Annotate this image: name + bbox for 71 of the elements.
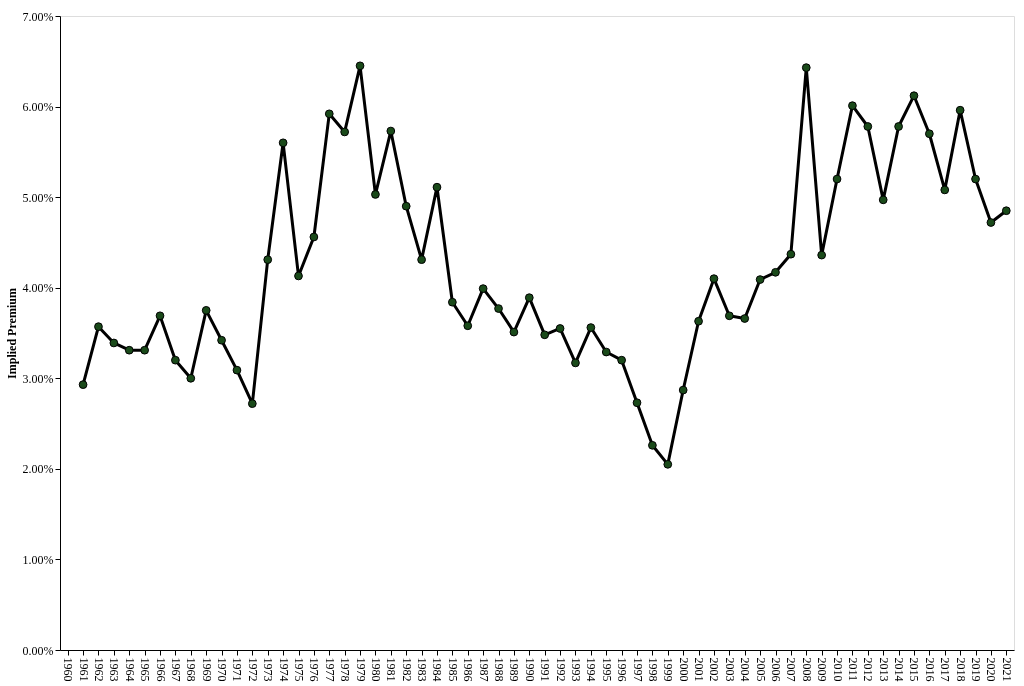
x-tick-label: 2006 <box>769 657 783 682</box>
y-tick-label: 0.00% <box>22 643 54 658</box>
x-tick-label: 2007 <box>784 657 799 682</box>
x-tick-label: 1982 <box>399 657 414 682</box>
x-tick-label: 1966 <box>153 657 168 682</box>
x-tick-label: 2016 <box>922 657 937 682</box>
x-tick-label: 2014 <box>892 657 907 682</box>
x-tick-label: 1967 <box>168 657 183 682</box>
x-tick-label: 1968 <box>184 657 199 682</box>
x-tick-label: 1986 <box>461 657 476 682</box>
x-tick-label: 2017 <box>938 657 953 682</box>
x-tick-label: 1994 <box>584 657 599 682</box>
x-tick-label: 1974 <box>276 657 291 682</box>
x-tick-label: 1981 <box>384 657 399 682</box>
x-tick-label: 1987 <box>476 657 491 682</box>
x-tick-label: 2002 <box>707 657 722 682</box>
x-tick-label: 1988 <box>492 657 507 682</box>
x-tick-label: 1985 <box>445 657 460 682</box>
y-tick-label: 4.00% <box>22 281 54 296</box>
x-tick-label: 1978 <box>338 657 353 682</box>
x-tick-label: 1983 <box>415 657 430 682</box>
x-tick-label: 2011 <box>845 657 860 682</box>
x-tick-label: 1980 <box>368 657 383 682</box>
x-tick-label: 1975 <box>292 657 306 682</box>
x-tick-label: 1963 <box>107 657 122 682</box>
y-tick-label: 3.00% <box>22 371 54 386</box>
x-tick-label: 2012 <box>861 657 876 682</box>
y-tick-label: 5.00% <box>22 190 54 205</box>
x-tick-label: 1977 <box>322 657 337 682</box>
x-tick-label: 1972 <box>245 657 260 682</box>
x-tick-label: 1995 <box>599 657 614 682</box>
x-tick-label: 1961 <box>76 657 91 682</box>
x-tick-label: 2009 <box>815 657 830 682</box>
x-tick-label: 2015 <box>907 657 922 682</box>
x-tick-label: 2000 <box>676 657 691 682</box>
x-tick-label: 1965 <box>138 657 153 682</box>
y-axis-title: Implied Premium <box>4 288 19 379</box>
x-tick-label: 1973 <box>261 657 276 682</box>
y-tick-label: 2.00% <box>22 462 54 477</box>
x-tick-label: 2021 <box>999 657 1014 682</box>
x-tick-label: 1998 <box>645 657 660 682</box>
x-tick-label: 1996 <box>615 657 630 682</box>
x-tick-label: 1979 <box>353 657 368 682</box>
x-tick-label: 1989 <box>507 657 522 682</box>
x-tick-label: 2005 <box>753 657 768 682</box>
x-tick-label: 1984 <box>430 657 445 682</box>
x-tick-label: 1962 <box>91 657 106 682</box>
x-tick-label: 1992 <box>553 657 568 682</box>
x-tick-label: 1997 <box>630 657 645 682</box>
x-tick-label: 2018 <box>953 657 968 682</box>
x-tick-label: 2008 <box>799 657 814 682</box>
x-tick-label: 1999 <box>661 657 676 682</box>
x-tick-label: 2019 <box>969 657 984 682</box>
x-tick-label: 1971 <box>230 657 245 682</box>
x-tick-label: 1990 <box>522 657 537 682</box>
x-tick-label: 2004 <box>738 657 753 682</box>
x-tick-label: 1960 <box>61 657 76 682</box>
y-tick-label: 6.00% <box>22 100 54 115</box>
x-tick-label: 1976 <box>307 657 322 682</box>
x-tick-label: 2003 <box>722 657 737 682</box>
y-tick-label: 7.00% <box>22 9 54 24</box>
x-tick-label: 2001 <box>692 657 707 682</box>
y-tick-label: 1.00% <box>22 552 54 567</box>
x-tick-label: 2013 <box>876 657 891 682</box>
x-tick-label: 1964 <box>122 657 137 682</box>
x-tick-label: 1969 <box>199 657 214 682</box>
x-tick-label: 1993 <box>568 657 583 682</box>
x-tick-label: 1991 <box>538 657 553 682</box>
x-tick-label: 1970 <box>215 657 230 682</box>
x-tick-label: 2020 <box>984 657 999 682</box>
x-tick-label: 2010 <box>830 657 845 682</box>
